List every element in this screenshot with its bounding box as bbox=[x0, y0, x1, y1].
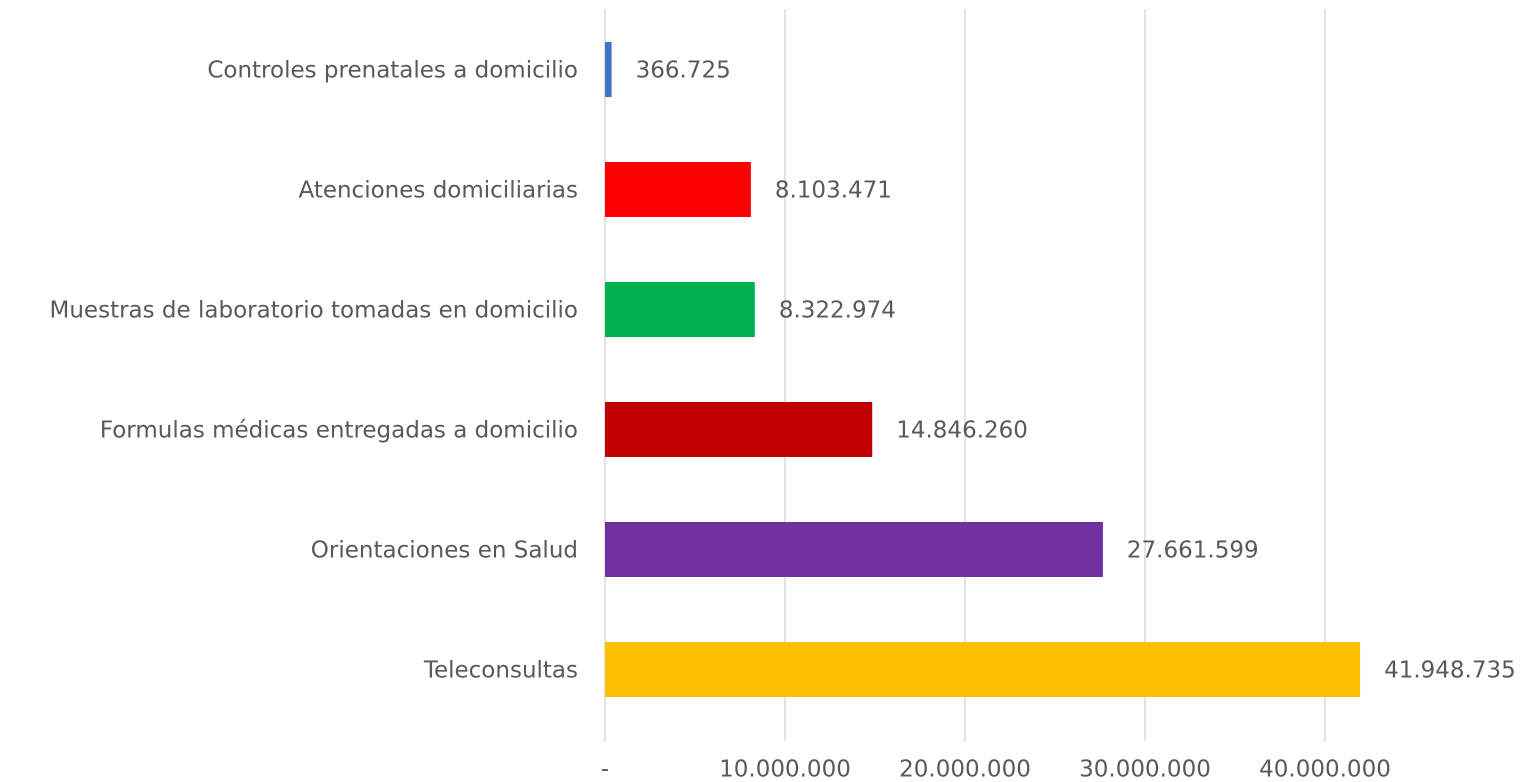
data-label: 366.725 bbox=[636, 58, 731, 84]
bar bbox=[605, 282, 755, 337]
data-label: 14.846.260 bbox=[896, 418, 1028, 444]
x-tick-label: 40.000.000 bbox=[1259, 757, 1391, 782]
data-label: 27.661.599 bbox=[1127, 538, 1259, 564]
y-tick-label: Orientaciones en Salud bbox=[311, 538, 578, 564]
x-tick-label: 30.000.000 bbox=[1079, 757, 1211, 782]
data-label: 8.322.974 bbox=[779, 298, 896, 324]
bar bbox=[605, 642, 1361, 697]
bar bbox=[605, 402, 873, 457]
bar bbox=[605, 162, 751, 217]
y-tick-label: Muestras de laboratorio tomadas en domic… bbox=[50, 298, 578, 324]
data-label: 41.948.735 bbox=[1384, 658, 1516, 684]
x-tick-label: 10.000.000 bbox=[719, 757, 851, 782]
x-tick-label: 20.000.000 bbox=[899, 757, 1031, 782]
y-tick-label: Atenciones domiciliarias bbox=[298, 178, 578, 204]
bar bbox=[605, 522, 1103, 577]
y-tick-label: Teleconsultas bbox=[423, 658, 578, 684]
bar bbox=[605, 42, 612, 97]
y-tick-label: Formulas médicas entregadas a domicilio bbox=[100, 418, 578, 444]
x-tick-label: - bbox=[601, 757, 609, 782]
y-tick-label: Controles prenatales a domicilio bbox=[207, 58, 578, 84]
data-label: 8.103.471 bbox=[775, 178, 892, 204]
